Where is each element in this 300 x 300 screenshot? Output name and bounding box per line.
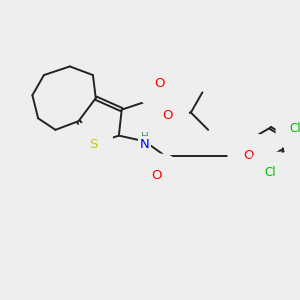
- Text: O: O: [243, 149, 254, 162]
- Text: Cl: Cl: [290, 122, 300, 135]
- Text: Cl: Cl: [264, 166, 276, 179]
- Text: O: O: [154, 77, 164, 90]
- Text: O: O: [151, 169, 161, 182]
- Text: S: S: [89, 138, 97, 151]
- Text: N: N: [140, 138, 150, 151]
- Text: H: H: [141, 132, 148, 142]
- Text: O: O: [163, 109, 173, 122]
